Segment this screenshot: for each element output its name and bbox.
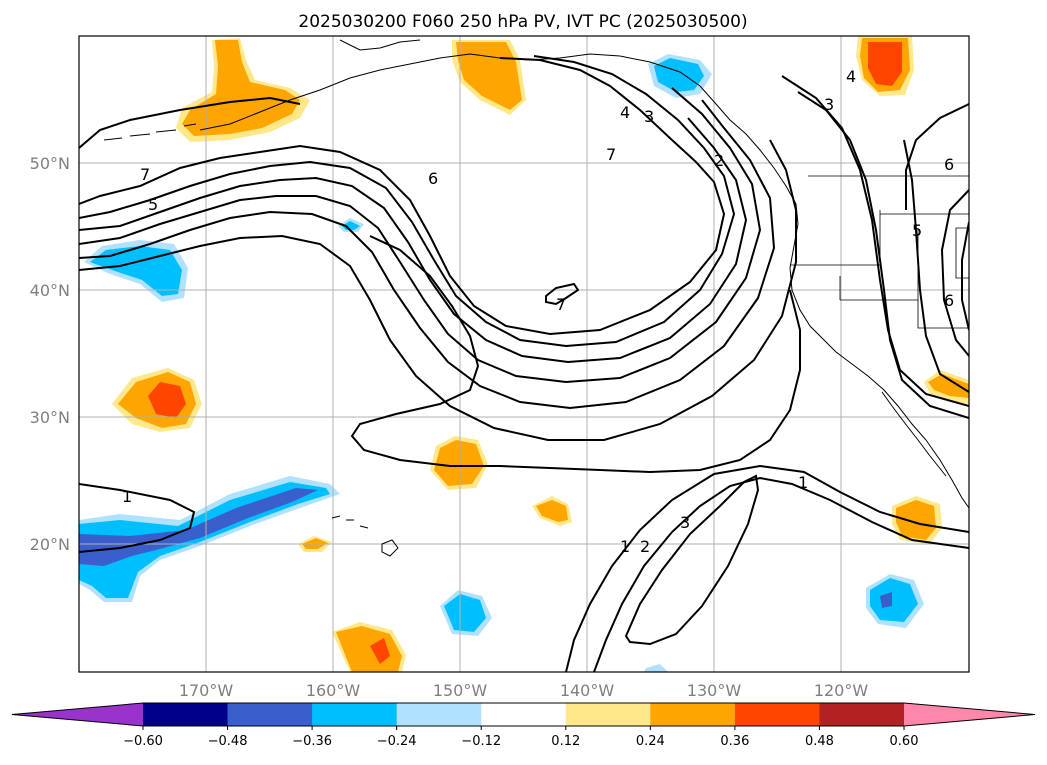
contour-label: 4: [846, 67, 856, 86]
contour-label: 2: [640, 537, 650, 556]
colorbar-segment: [819, 703, 904, 726]
contour-label: 7: [606, 145, 616, 164]
contour-label: 6: [944, 155, 954, 174]
colorbar-segment: [735, 703, 820, 726]
contour-label: 7: [140, 165, 150, 184]
colorbar-extend-min: [12, 703, 143, 726]
colorbar-segment: [481, 703, 566, 726]
contour-label: 3: [824, 95, 834, 114]
colorbar: −0.60 −0.48 −0.36 −0.24 −0.12 0.12 0.24 0.36 0.4…: [12, 703, 1035, 749]
colorbar-tick-label: −0.36: [292, 734, 332, 749]
colorbar-tick-label: −0.48: [208, 734, 248, 749]
contour-label: 4: [620, 103, 630, 122]
contour-label: 2: [714, 151, 724, 170]
lon-label: 120°W: [814, 681, 869, 700]
lon-label: 130°W: [687, 681, 742, 700]
lon-tick-labels: 170°W 160°W 150°W 140°W 130°W 120°W: [179, 681, 869, 700]
colorbar-tick-label: −0.24: [377, 734, 417, 749]
contour-label: 1: [798, 473, 808, 492]
colorbar-segment: [650, 703, 735, 726]
contour-label: 3: [680, 513, 690, 532]
contour-label: 5: [148, 195, 158, 214]
figure-title: 2025030200 F060 250 hPa PV, IVT PC (2025…: [298, 12, 747, 32]
lat-label: 50°N: [30, 154, 70, 173]
lon-label: 140°W: [560, 681, 615, 700]
lat-label: 30°N: [30, 408, 70, 427]
lat-label: 20°N: [30, 535, 70, 554]
lat-tick-labels: 50°N 40°N 30°N 20°N: [30, 154, 70, 554]
contour-label: 7: [556, 295, 566, 314]
lon-label: 160°W: [306, 681, 361, 700]
colorbar-tick-label: 0.24: [636, 734, 665, 749]
lat-label: 40°N: [30, 281, 70, 300]
colorbar-tick-label: 0.60: [890, 734, 919, 749]
colorbar-segment: [566, 703, 651, 726]
lon-label: 150°W: [433, 681, 488, 700]
contour-label: 6: [944, 291, 954, 310]
colorbar-tick-label: 0.48: [805, 734, 834, 749]
colorbar-segment: [312, 703, 397, 726]
contour-label: 1: [620, 537, 630, 556]
contour-label: 1: [122, 487, 132, 506]
contour-label: 5: [912, 221, 922, 240]
colorbar-segment: [228, 703, 313, 726]
contour-label: 3: [644, 107, 654, 126]
colorbar-tick-label: 0.12: [551, 734, 580, 749]
colorbar-tick-label: −0.60: [123, 734, 163, 749]
colorbar-extend-max: [904, 703, 1035, 726]
colorbar-tick-label: 0.36: [720, 734, 749, 749]
colorbar-segment: [397, 703, 482, 726]
colorbar-tick-label: −0.12: [461, 734, 501, 749]
colorbar-segment: [143, 703, 228, 726]
contour-label: 6: [428, 169, 438, 188]
lon-label: 170°W: [179, 681, 234, 700]
